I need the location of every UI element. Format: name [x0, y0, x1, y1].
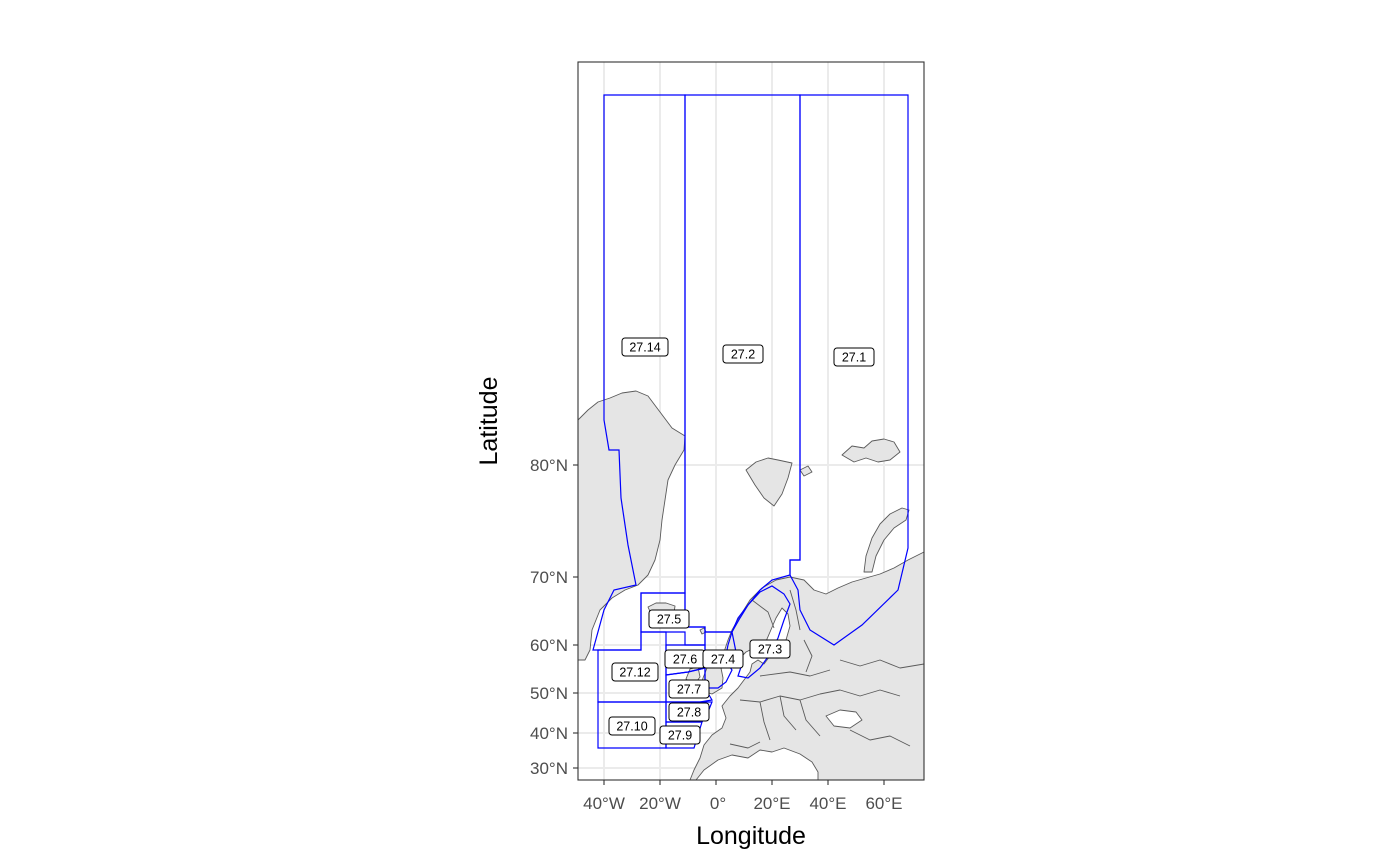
svg-text:27.2: 27.2	[731, 348, 755, 362]
x-tick-label: 0°	[710, 794, 726, 813]
franz-josef-land	[841, 438, 901, 463]
y-tick-label: 70°N	[530, 568, 568, 587]
x-tick-labels: 40°W 20°W 0° 20°E 40°E 60°E	[583, 794, 902, 813]
area-label-27-12: 27.12	[611, 662, 659, 682]
area-label-27-9: 27.9	[659, 725, 701, 745]
area-label-27-6: 27.6	[664, 649, 706, 669]
y-tick-label: 50°N	[530, 684, 568, 703]
black-sea	[825, 709, 863, 729]
x-tick-label: 20°W	[639, 794, 681, 813]
panel-border	[577, 61, 925, 781]
y-tick-label: 80°N	[530, 456, 568, 475]
area-label-27-3: 27.3	[749, 639, 791, 659]
svalbard-east	[799, 465, 813, 477]
area-27-1-boundary	[789, 94, 909, 646]
y-tick-label: 40°N	[530, 724, 568, 743]
area-label-27-2: 27.2	[722, 344, 764, 364]
x-tick-label: 20°E	[753, 794, 790, 813]
x-axis-title: Longitude	[696, 822, 806, 850]
svg-text:27.1: 27.1	[842, 351, 866, 365]
area-label-27-10: 27.10	[608, 716, 656, 736]
x-tick-label: 40°W	[583, 794, 625, 813]
x-tick-label: 60°E	[865, 794, 902, 813]
land	[577, 390, 925, 781]
x-tick-label: 40°E	[809, 794, 846, 813]
svg-text:27.12: 27.12	[619, 666, 650, 680]
area-label-27-4: 27.4	[702, 649, 744, 669]
svg-text:27.8: 27.8	[677, 706, 701, 720]
novaya-zemlya	[863, 507, 910, 573]
svalbard	[745, 457, 793, 507]
area-27-3-boundary	[731, 585, 791, 679]
svg-text:27.7: 27.7	[677, 683, 701, 697]
y-tick-label: 30°N	[530, 759, 568, 778]
y-tick-label: 60°N	[530, 636, 568, 655]
country-borders	[729, 589, 925, 749]
svg-text:27.10: 27.10	[616, 720, 647, 734]
svg-text:27.9: 27.9	[668, 729, 692, 743]
y-tick-labels: 30°N 40°N 50°N 60°N 70°N 80°N	[530, 456, 568, 778]
axis-ticks	[573, 464, 885, 785]
greenland	[577, 390, 686, 661]
area-label-27-1: 27.1	[833, 347, 875, 367]
svg-text:27.3: 27.3	[758, 643, 782, 657]
area-label-27-7: 27.7	[668, 679, 710, 699]
svg-text:27.6: 27.6	[673, 653, 697, 667]
area-label-27-14: 27.14	[621, 337, 669, 357]
svg-text:27.5: 27.5	[657, 613, 681, 627]
y-axis-title: Latitude	[475, 377, 503, 466]
area-labels: 27.14 27.2 27.1 27.5 27.3 27.6 27.4 27.	[608, 337, 875, 745]
area-label-27-8: 27.8	[668, 702, 710, 722]
svg-text:27.14: 27.14	[629, 341, 660, 355]
svg-text:27.4: 27.4	[711, 653, 735, 667]
area-label-27-5: 27.5	[648, 609, 690, 629]
